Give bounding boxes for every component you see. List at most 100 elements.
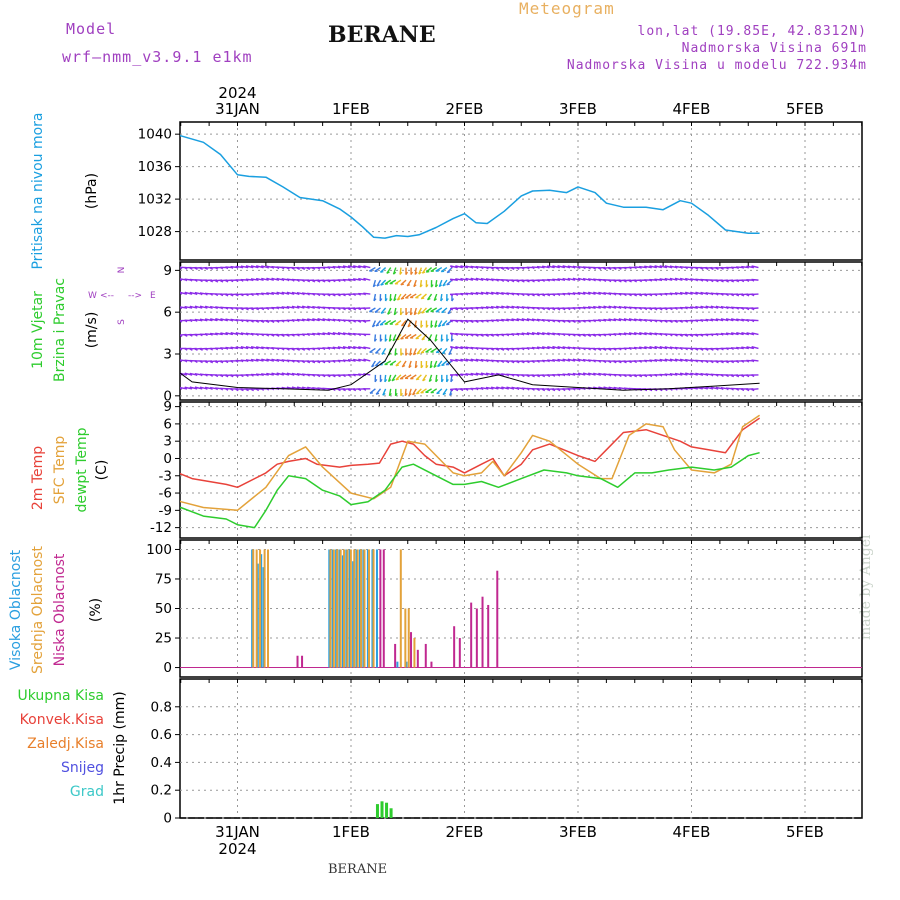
wind-arrow-head — [740, 346, 745, 350]
wind-arrow-head — [408, 393, 412, 396]
wind-arrow-head — [623, 332, 627, 336]
wind-arrow — [480, 291, 488, 295]
wind-arrow — [394, 279, 402, 285]
wind-arrow-head — [715, 305, 719, 309]
wind-arrow-head — [705, 305, 709, 309]
wind-arrow-head — [230, 318, 234, 322]
wind-arrow-head — [332, 360, 336, 363]
wind-arrow-head — [710, 318, 714, 322]
wind-arrow — [372, 279, 377, 288]
wind-arrow-head — [322, 374, 326, 378]
wind-arrow-head — [194, 267, 198, 270]
wind-arrow-head — [363, 265, 367, 269]
wind-arrow-head — [337, 359, 341, 363]
wind-arrow-head — [387, 312, 391, 315]
wind-arrow-head — [705, 360, 709, 364]
wind-arrow — [659, 358, 667, 362]
wind-arrow-head — [582, 334, 586, 337]
wind-arrow-head — [582, 306, 586, 310]
wind-arrow-head — [337, 279, 341, 283]
cloud-bar — [375, 549, 378, 668]
wind-arrow-head — [562, 320, 566, 323]
wind-arrow — [475, 291, 483, 295]
cloud-bar — [352, 561, 355, 668]
y-tick-label: 1040 — [138, 127, 172, 143]
wind-arrow-head — [654, 332, 658, 336]
wind-arrow-head — [746, 294, 750, 297]
y-tick-label: -3 — [159, 468, 172, 484]
wind-arrow — [380, 307, 387, 314]
wind-arrow-head — [587, 266, 591, 270]
wind-arrow-head — [541, 319, 545, 323]
wind-arrow-head — [451, 298, 455, 302]
wind-arrow-head — [654, 319, 658, 323]
wind-arrow-head — [516, 280, 520, 283]
wind-arrow-head — [255, 320, 259, 323]
wind-arrow-head — [322, 280, 326, 283]
wind-arrow-head — [741, 332, 745, 336]
wind-arrow-head — [332, 266, 336, 269]
wind-arrow-head — [613, 360, 617, 364]
wind-arrow-head — [199, 318, 203, 322]
wind-arrow — [180, 291, 187, 295]
wind-arrow-head — [490, 278, 494, 282]
wind-arrow-head — [454, 308, 459, 311]
wind-arrow-head — [572, 372, 576, 376]
wind-arrow-head — [342, 388, 346, 392]
wind-arrow — [685, 291, 693, 295]
cloud-bar — [424, 643, 427, 668]
wind-arrow-head — [715, 279, 719, 283]
wind-arrow-head — [746, 307, 750, 311]
wind-arrow-head — [180, 359, 183, 363]
wind-arrow-head — [664, 278, 668, 282]
wind-arrow-head — [618, 318, 622, 322]
wind-arrow-head — [470, 346, 474, 350]
wind-arrow-head — [400, 352, 403, 356]
wind-arrow-head — [587, 359, 591, 363]
wind-arrow-head — [490, 334, 494, 337]
wind-arrow-head — [597, 348, 602, 351]
wind-arrow-head — [480, 278, 484, 282]
wind-arrow-head — [214, 306, 218, 310]
cloud-bar — [296, 655, 299, 668]
wind-arrow-head — [654, 278, 658, 282]
wind-arrow-head — [352, 293, 356, 297]
wind-arrow-head — [689, 278, 693, 282]
wind-arrow — [491, 386, 499, 390]
wind-arrow-head — [638, 294, 643, 297]
wind-arrow — [374, 360, 381, 367]
wind-arrow-head — [572, 358, 576, 362]
wind-arrow-head — [449, 374, 453, 377]
meteogram-label: Meteogram — [519, 0, 615, 18]
wind-arrow — [296, 305, 305, 309]
wind-arrow-head — [363, 346, 367, 350]
wind-arrow — [353, 265, 361, 269]
wind-arrow — [588, 291, 596, 295]
wind-arrow — [446, 267, 453, 274]
wind-arrow-head — [395, 378, 399, 381]
wind-arrow — [485, 291, 494, 295]
wind-arrow-head — [526, 374, 530, 378]
wind-arrow-head — [235, 307, 239, 311]
wind-arrow-head — [500, 334, 505, 337]
wind-arrow-head — [400, 392, 403, 397]
wind-arrow — [409, 333, 417, 339]
altitude-label: Nadmorska Visina 691m — [681, 41, 867, 56]
wind-arrow — [751, 332, 759, 336]
wind-arrow — [266, 372, 274, 376]
wind-arrow-head — [209, 293, 213, 296]
wind-arrow-head — [659, 308, 663, 311]
wind-arrow — [302, 318, 310, 322]
wind-arrow-head — [260, 307, 265, 311]
wind-arrow-head — [209, 306, 213, 309]
temp-unit: (C) — [94, 460, 110, 481]
y-tick-label: -12 — [150, 520, 172, 536]
wind-arrow-head — [710, 279, 714, 283]
wind-arrow — [521, 332, 529, 336]
wind-arrow — [751, 278, 759, 281]
wind-arrow — [250, 358, 259, 362]
wind-arrow-head — [643, 332, 647, 336]
coords-label: lon,lat (19.85E, 42.8312N) — [637, 24, 867, 39]
wind-arrow-head — [301, 360, 305, 364]
wind-arrow-head — [245, 319, 249, 323]
